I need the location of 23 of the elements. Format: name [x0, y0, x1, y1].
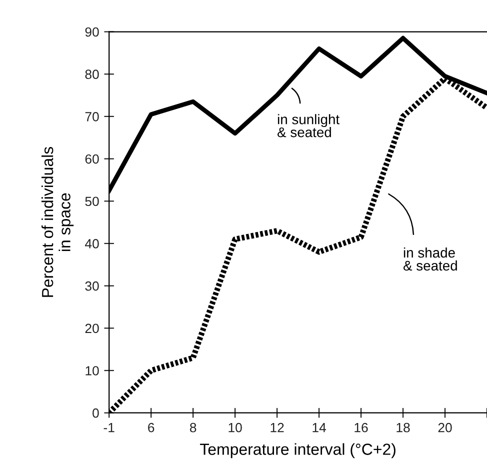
x-tick-label: 16: [354, 422, 368, 432]
x-axis-title: Temperature interval (°C+2): [200, 443, 396, 458]
annotation: in sunlight & seated: [278, 114, 340, 138]
y-axis-title: Percent of individuals in space: [41, 146, 74, 297]
y-tick-label: 20: [85, 324, 99, 334]
y-tick-label: 80: [85, 70, 99, 80]
y-tick-label: 70: [85, 112, 99, 122]
x-tick-label: 20: [438, 422, 452, 432]
y-tick-label: 60: [85, 154, 99, 164]
x-tick-label: 10: [228, 422, 242, 432]
x-tick-label: 6: [148, 422, 154, 432]
x-tick-label: 12: [270, 422, 284, 432]
y-tick-label: 10: [86, 366, 99, 376]
y-tick-label: 90: [85, 27, 99, 37]
x-tick-label: 8: [190, 422, 196, 432]
x-tick-label: 14: [312, 423, 326, 432]
y-tick-label: 30: [85, 281, 99, 291]
y-tick-label: 50: [85, 196, 99, 206]
annotation: in shade & seated: [404, 247, 457, 271]
y-tick-label: 0: [92, 408, 99, 418]
x-tick-label: -1: [104, 423, 114, 432]
x-tick-label: 18: [396, 422, 410, 432]
y-tick-label: 40: [84, 239, 99, 248]
